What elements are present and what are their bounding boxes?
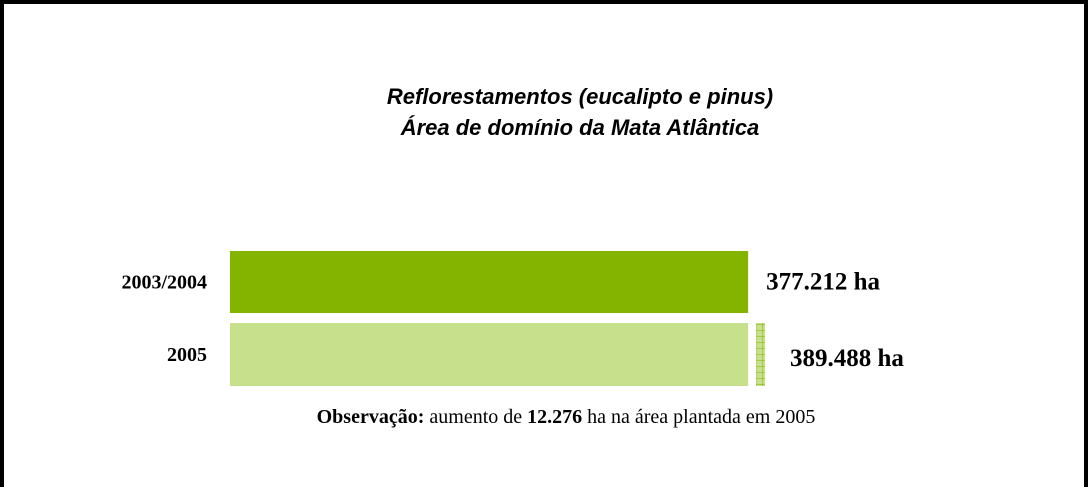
title-line: Área de domínio da Mata Atlântica xyxy=(400,115,760,140)
bar xyxy=(230,251,749,313)
value-label: 389.488 ha xyxy=(790,345,904,372)
value-label: 377.212 ha xyxy=(766,269,880,296)
annotation-part: Observação: xyxy=(317,406,425,428)
annotation-part: aumento de xyxy=(424,406,527,428)
annotation: Observação: aumento de 12.276 ha na área… xyxy=(317,406,816,428)
annotation-part: ha na área plantada em 2005 xyxy=(582,406,815,428)
bar-increase xyxy=(756,323,765,386)
plot: 2003/2004 377.212 ha 2005 389.488 ha xyxy=(121,251,904,386)
annotation-part: 12.276 xyxy=(527,406,582,428)
category-label: 2003/2004 xyxy=(121,272,207,294)
bar xyxy=(230,323,749,386)
category-label: 2005 xyxy=(167,344,207,366)
title-line: Reflorestamentos (eucalipto e pinus) xyxy=(387,84,773,109)
chart-title: Reflorestamentos (eucalipto e pinus) Área… xyxy=(387,84,773,140)
